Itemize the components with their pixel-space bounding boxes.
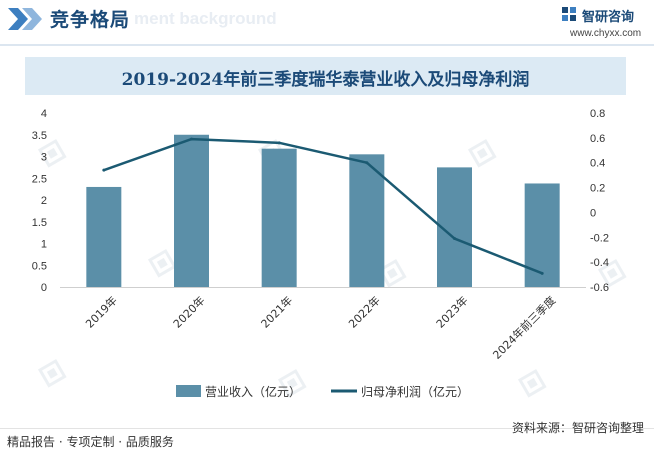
watermark-mark (277, 368, 307, 398)
y-right-tick-label: -0.6 (590, 282, 609, 294)
line-point-net-profit (190, 137, 193, 141)
watermark-mark (517, 368, 547, 398)
chart-title-banner: 2019-2024年前三季度瑞华泰营业收入及归母净利润 (25, 57, 626, 95)
legend-label-revenue: 营业收入（亿元） (205, 384, 301, 399)
line-point-net-profit (365, 161, 369, 165)
x-tick-label: 2024年前三季度 (490, 293, 559, 362)
legend-label-net-profit: 归母净利润（亿元） (361, 384, 469, 399)
y-right-tick-label: 0.2 (590, 183, 605, 195)
chart-title: 2019-2024年前三季度瑞华泰营业收入及归母净利润 (121, 70, 530, 90)
page-header: ment background 竞争格局 智研咨询 www.chyxx.com (0, 0, 654, 44)
y-right-tick-label: 0 (590, 207, 596, 219)
bar-revenue (174, 134, 209, 287)
watermark-mark (467, 138, 497, 168)
line-point-net-profit (540, 271, 544, 275)
header-watermark-text: ment background (134, 9, 277, 28)
line-point-net-profit (277, 141, 281, 145)
watermark-mark (37, 358, 67, 388)
brand-logo-icon (562, 7, 576, 21)
y-right-tick-label: -0.2 (590, 232, 609, 244)
bar-revenue (349, 154, 385, 287)
watermark-mark (37, 138, 67, 168)
watermark-mark (597, 258, 627, 288)
line-point-net-profit (453, 237, 456, 241)
y-right-tick-label: 0.8 (590, 108, 605, 120)
footer-divider (0, 428, 654, 429)
y-left-tick-label: 2 (41, 195, 47, 207)
y-left-tick-label: 3.5 (32, 130, 47, 142)
y-left-tick-label: 0 (41, 282, 47, 294)
section-title: 竞争格局 (50, 9, 131, 31)
chevron-double-icon (8, 8, 42, 30)
y-left-tick-label: 2.5 (32, 173, 47, 185)
header-divider (0, 44, 654, 46)
line-point-net-profit (102, 168, 106, 172)
x-tick-label: 2019年 (82, 293, 119, 330)
legend-swatch-revenue (176, 385, 201, 397)
x-tick-label: 2021年 (258, 293, 295, 330)
line-net-profit (103, 137, 543, 275)
bar-revenue (524, 183, 560, 287)
y-left-tick-label: 0.5 (32, 260, 47, 272)
footer-tagline: 精品报告 · 专项定制 · 品质服务 (7, 435, 174, 449)
watermark-mark (147, 248, 177, 278)
x-tick-label: 2023年 (433, 293, 470, 330)
bar-revenue (86, 186, 122, 287)
y-right-tick-label: 0.6 (590, 133, 605, 145)
data-source: 资料来源：智研咨询整理 (511, 421, 644, 435)
brand-website[interactable]: www.chyxx.com (570, 28, 642, 39)
bar-revenue (261, 148, 297, 287)
y-left-tick-label: 1 (41, 239, 47, 251)
watermark-mark (377, 258, 407, 288)
y-left-tick-label: 4 (41, 108, 47, 120)
y-left-tick-label: 1.5 (32, 217, 47, 229)
x-tick-label: 2022年 (345, 293, 382, 330)
y-right-tick-label: 0.4 (590, 158, 605, 170)
y-left-tick-label: 3 (41, 152, 47, 164)
y-right-tick-label: -0.4 (590, 257, 609, 269)
brand-name: 智研咨询 (582, 10, 635, 25)
x-tick-label: 2020年 (170, 293, 207, 330)
